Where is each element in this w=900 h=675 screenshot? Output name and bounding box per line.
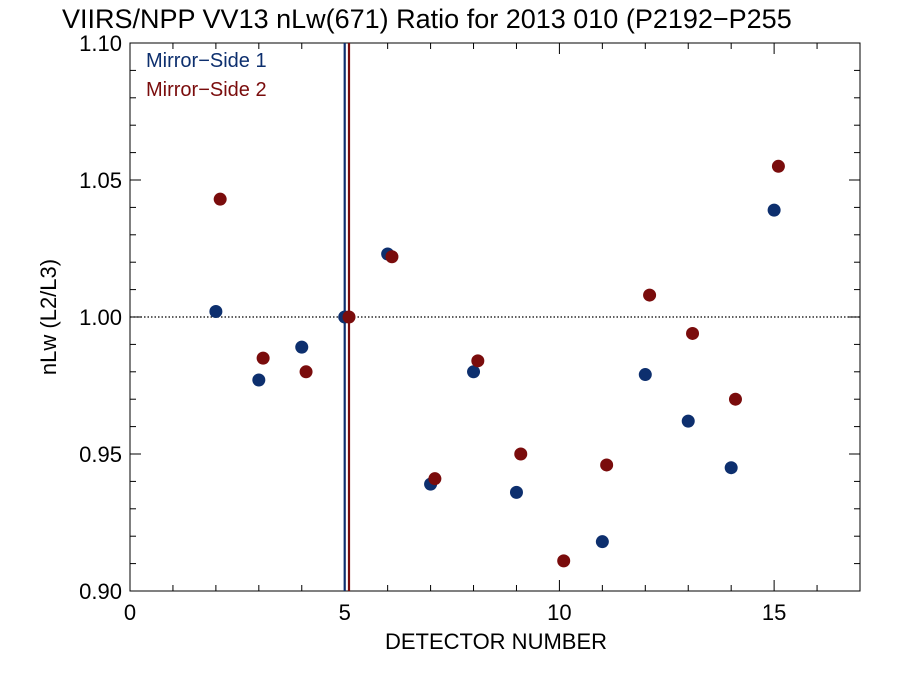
x-tick-label: 10 — [547, 600, 571, 625]
y-axis-label: nLw (L2/L3) — [36, 259, 61, 375]
x-axis-tick-labels: 0 5 10 15 — [124, 600, 786, 625]
y-tick-label: 0.95 — [79, 442, 122, 467]
y-tick-label: 1.00 — [79, 305, 122, 330]
point-series-2 — [342, 310, 356, 324]
point-series-1 — [252, 373, 266, 387]
point-series-2 — [514, 447, 528, 461]
legend-entry-mirror-side-2: Mirror−Side 2 — [146, 79, 267, 101]
point-series-2 — [686, 326, 700, 340]
point-series-1 — [595, 535, 609, 549]
point-series-2 — [643, 288, 657, 302]
point-series-2 — [557, 554, 571, 568]
y-tick-label: 1.05 — [79, 168, 122, 193]
point-series-1 — [638, 368, 652, 382]
point-series-1 — [209, 305, 223, 319]
data-points — [209, 159, 785, 568]
legend: Mirror−Side 1 Mirror−Side 2 — [146, 50, 267, 101]
point-series-2 — [385, 250, 399, 264]
legend-entry-mirror-side-1: Mirror−Side 1 — [146, 50, 267, 72]
x-tick-label: 5 — [339, 600, 351, 625]
point-series-1 — [724, 461, 738, 475]
point-series-2 — [600, 458, 614, 472]
point-series-1 — [509, 485, 523, 499]
x-tick-label: 15 — [762, 600, 786, 625]
point-series-2 — [256, 351, 270, 365]
point-series-2 — [471, 354, 485, 368]
chart-title: VIIRS/NPP VV13 nLw(671) Ratio for 2013 0… — [62, 4, 792, 34]
point-series-2 — [428, 472, 442, 486]
point-series-2 — [299, 365, 313, 379]
point-series-1 — [295, 340, 309, 354]
y-tick-label: 0.90 — [79, 579, 122, 604]
x-axis-label: DETECTOR NUMBER — [385, 629, 607, 654]
x-tick-label: 0 — [124, 600, 136, 625]
point-series-2 — [771, 159, 785, 173]
point-series-2 — [213, 192, 227, 206]
point-series-1 — [681, 414, 695, 428]
point-series-2 — [728, 392, 742, 406]
y-tick-label: 1.10 — [79, 31, 122, 56]
y-axis-tick-labels: 0.90 0.95 1.00 1.05 1.10 — [79, 31, 122, 604]
point-series-1 — [767, 203, 781, 217]
point-series-1 — [467, 365, 481, 379]
